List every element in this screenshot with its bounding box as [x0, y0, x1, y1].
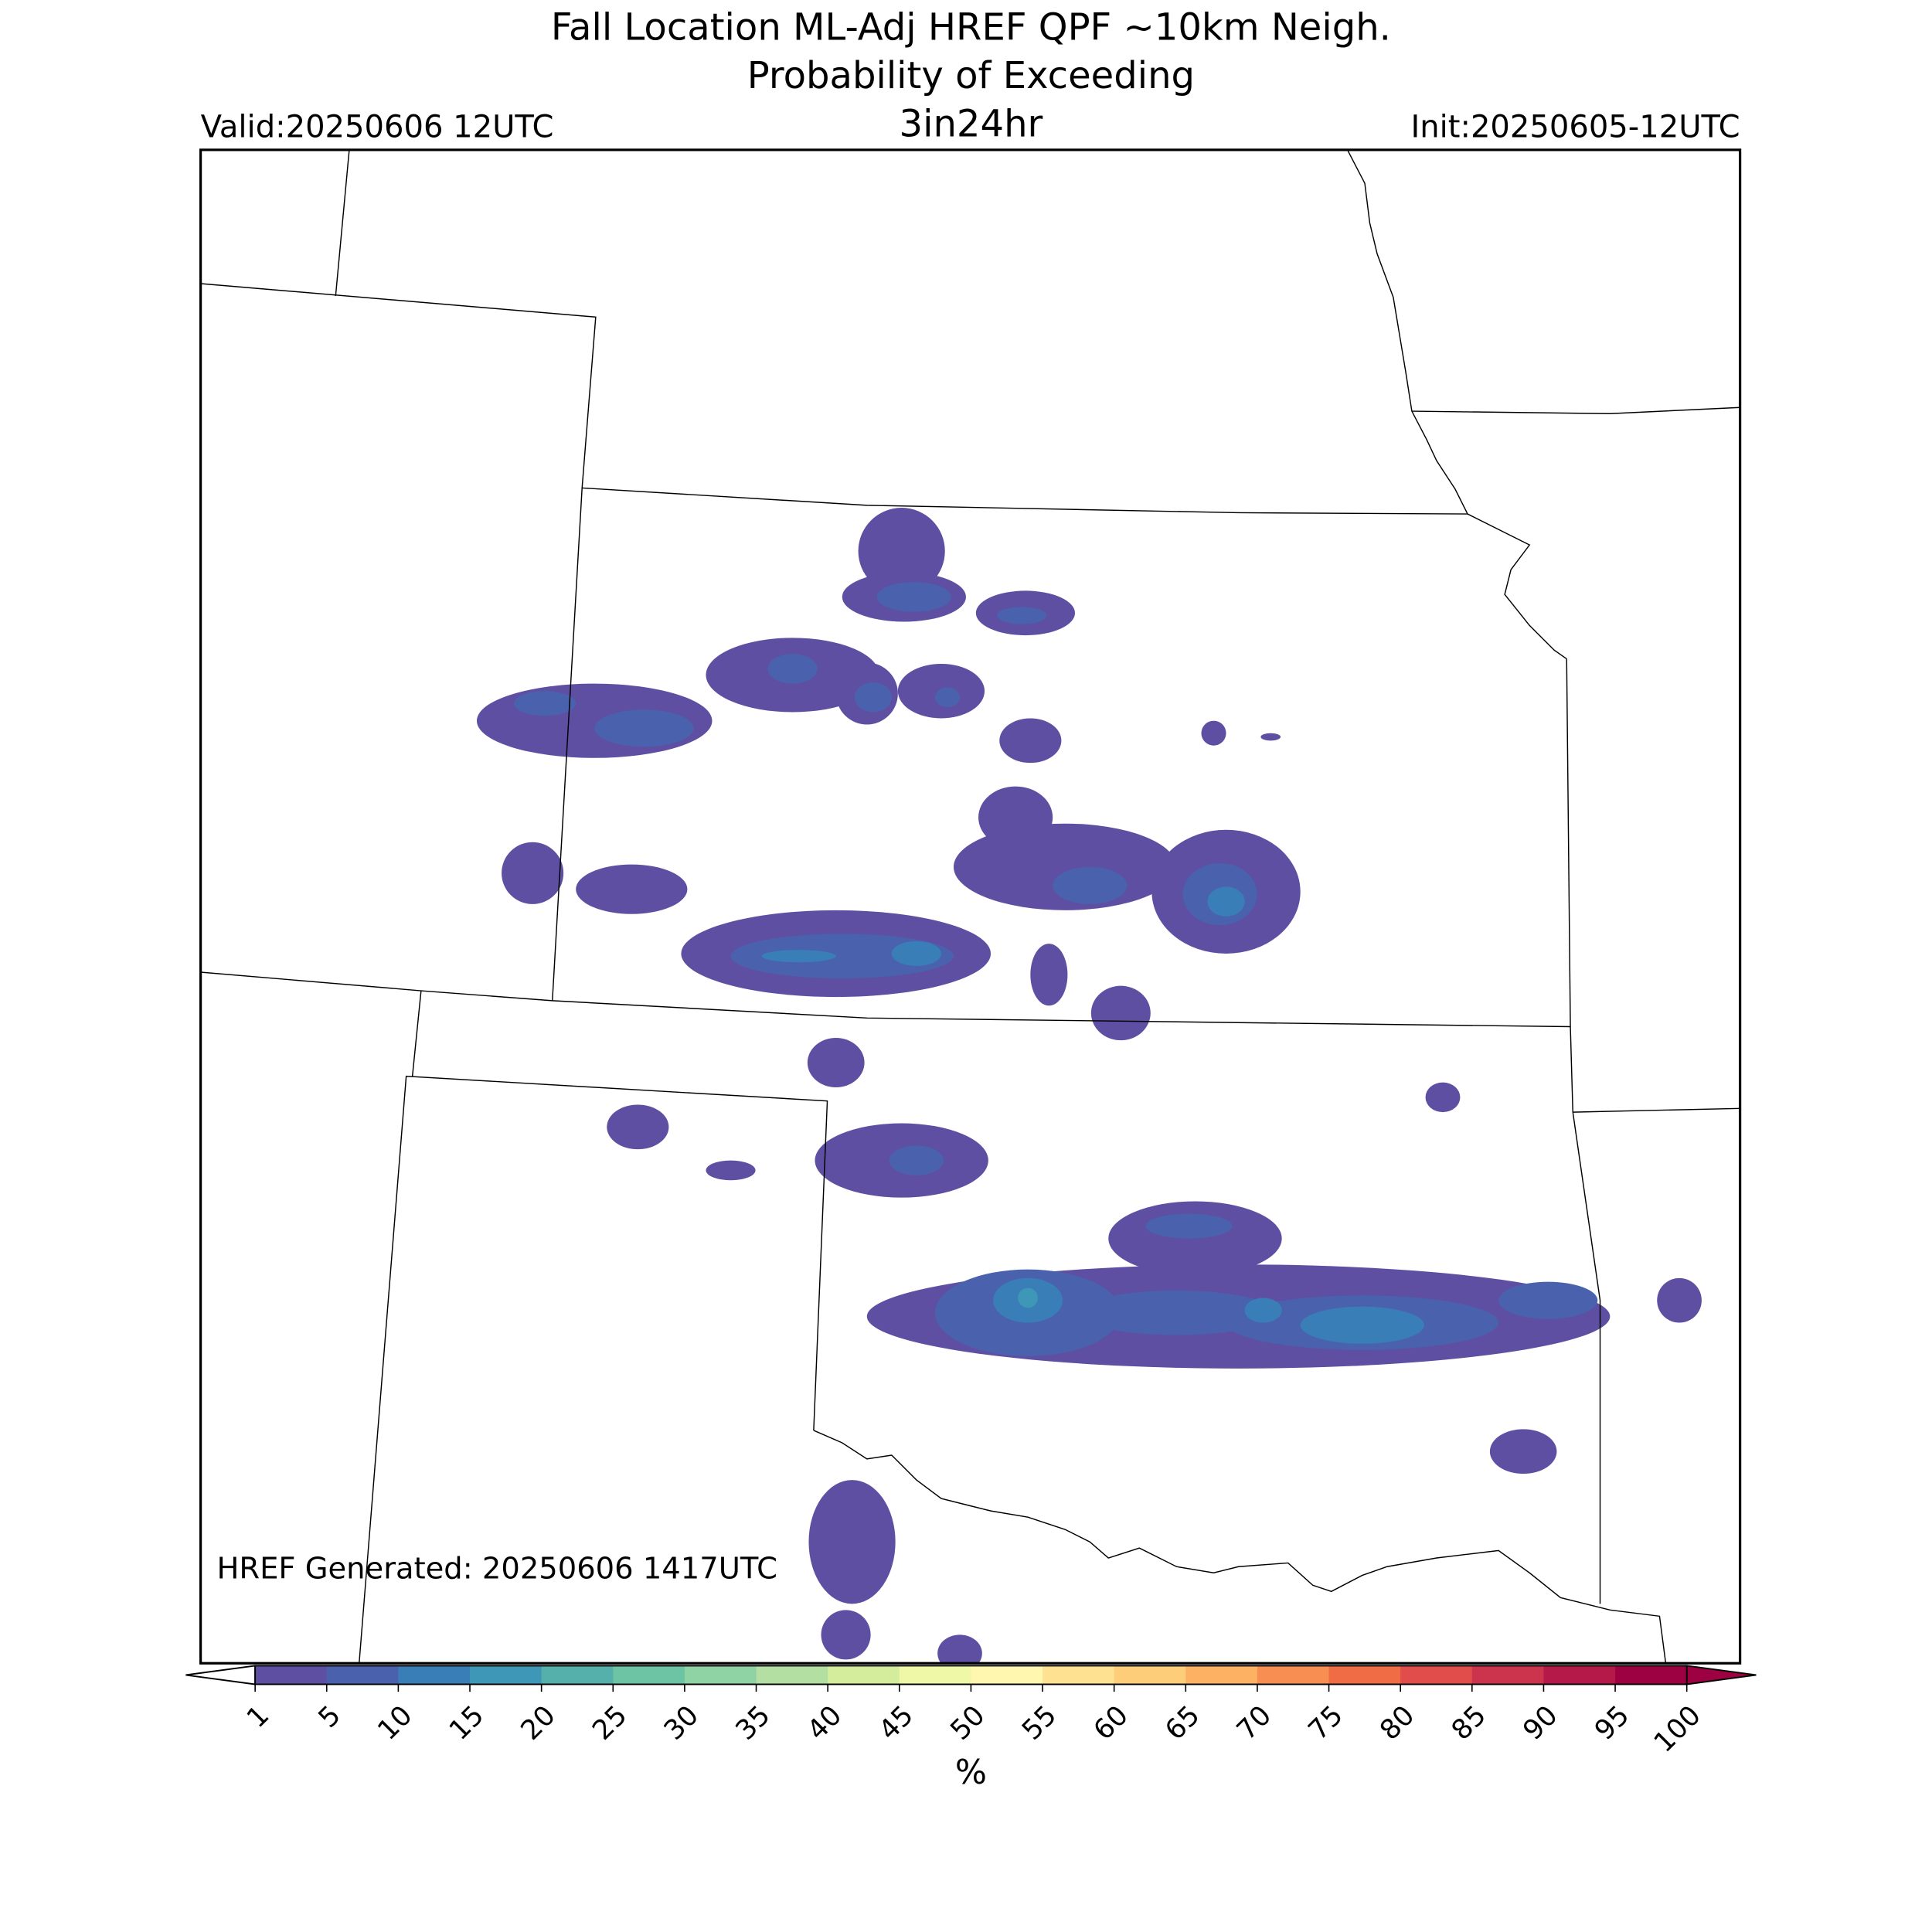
probability-area — [1077, 1290, 1276, 1335]
colorbar-extend-min — [185, 1665, 257, 1685]
colorbar-tick-label: 70 — [1230, 1699, 1277, 1747]
probability-area — [807, 1037, 865, 1088]
colorbar-segment — [684, 1665, 757, 1685]
probability-area — [934, 687, 960, 708]
colorbar-label: % — [955, 1753, 987, 1792]
colorbar-segment — [326, 1665, 400, 1685]
valid-time: Valid:20250606 12UTC — [201, 110, 554, 145]
probability-area — [1425, 1082, 1461, 1113]
probability-area — [889, 1145, 944, 1175]
colorbar-segment — [398, 1665, 471, 1685]
colorbar-tick-label: 1 — [241, 1699, 276, 1734]
colorbar-tick-label: 60 — [1087, 1699, 1134, 1747]
state-boundaries — [200, 149, 1740, 1664]
probability-area — [1018, 1287, 1038, 1308]
title: Fall Location ML-Adj HREF QPF ~10km Neig… — [551, 5, 1391, 49]
colorbar-segment — [1043, 1665, 1115, 1685]
colorbar-segment — [1543, 1665, 1616, 1685]
probability-area — [1207, 886, 1245, 917]
probability-area — [876, 582, 951, 612]
probability-area — [1145, 1213, 1233, 1239]
subtitle: Probability of Exceeding — [747, 54, 1195, 97]
probability-area — [730, 934, 954, 979]
probability-area — [1053, 866, 1128, 904]
probability-area — [706, 1160, 756, 1181]
colorbar-tick-label: 10 — [372, 1699, 419, 1747]
probability-area — [1201, 720, 1226, 746]
colorbar-tick-label: 85 — [1445, 1699, 1492, 1747]
colorbar-tick-label: 35 — [730, 1699, 777, 1747]
probability-area — [937, 1634, 982, 1664]
probability-area — [767, 654, 818, 684]
colorbar-tick-label: 55 — [1016, 1699, 1063, 1747]
probability-area — [891, 940, 941, 966]
colorbar-segment — [1471, 1665, 1545, 1685]
colorbar-outline — [254, 1665, 1688, 1685]
probability-area — [854, 682, 892, 713]
colorbar-tick-label: 15 — [444, 1699, 491, 1747]
colorbar-segment — [613, 1665, 685, 1685]
colorbar-segment — [756, 1665, 828, 1685]
colorbar-tick-label: 5 — [312, 1699, 347, 1734]
colorbar-segment — [1257, 1665, 1330, 1685]
probability-field — [476, 508, 1702, 1664]
colorbar-tick-label: 50 — [944, 1699, 992, 1747]
probability-area — [1090, 985, 1151, 1041]
colorbar-tick-label: 75 — [1302, 1699, 1349, 1747]
colorbar-tick-label: 45 — [872, 1699, 920, 1747]
init-time: Init:20250605-12UTC — [1410, 110, 1740, 145]
colorbar-tick-label: 90 — [1517, 1699, 1564, 1747]
probability-area — [1498, 1281, 1598, 1319]
colorbar-segment — [971, 1665, 1043, 1685]
probability-area — [576, 864, 688, 914]
colorbar-segment — [1185, 1665, 1258, 1685]
colorbar-segment — [1114, 1665, 1187, 1685]
probability-area — [607, 1104, 669, 1150]
colorbar: 1 5 10 15 20 25 30 35 40 45 50 55 60 65 70 75 80 85 90 95 10… — [185, 1665, 1757, 1792]
colorbar-segment — [255, 1665, 328, 1685]
colorbar-segment — [1615, 1665, 1688, 1685]
colorbar-tick-label: 30 — [658, 1699, 705, 1747]
probability-area — [999, 718, 1062, 764]
colorbar-tick-label: 20 — [515, 1699, 562, 1747]
probability-area — [1030, 944, 1068, 1006]
colorbar-segment — [899, 1665, 972, 1685]
probability-area — [1657, 1277, 1702, 1323]
map-frame — [199, 148, 1742, 1665]
probability-area — [594, 709, 694, 747]
colorbar-tick-label: 65 — [1159, 1699, 1206, 1747]
probability-area — [858, 508, 945, 595]
probability-area — [1300, 1306, 1424, 1344]
colorbar-segment — [828, 1665, 900, 1685]
probability-area — [1244, 1298, 1282, 1323]
probability-area — [1489, 1429, 1557, 1475]
probability-area — [761, 950, 836, 963]
colorbar-segment — [1328, 1665, 1401, 1685]
threshold: 3in24hr — [900, 102, 1043, 145]
probability-area — [1108, 1201, 1282, 1276]
colorbar-extend-max — [1685, 1665, 1757, 1685]
probability-area — [997, 607, 1047, 624]
colorbar-tick-label: 80 — [1374, 1699, 1421, 1747]
colorbar-segment — [1400, 1665, 1473, 1685]
colorbar-segment — [470, 1665, 543, 1685]
probability-area — [808, 1480, 896, 1604]
colorbar-tick-label: 95 — [1589, 1699, 1636, 1747]
colorbar-tick-label: 25 — [587, 1699, 634, 1747]
colorbar-segment — [541, 1665, 614, 1685]
probability-area — [502, 842, 564, 904]
colorbar-tick-label: 100 — [1648, 1699, 1707, 1759]
colorbar-tick-label: 40 — [801, 1699, 849, 1747]
probability-area — [514, 691, 577, 716]
generated-time: HREF Generated: 20250606 1417UTC — [216, 1552, 777, 1587]
probability-area — [1260, 733, 1281, 741]
probability-area — [821, 1610, 871, 1660]
